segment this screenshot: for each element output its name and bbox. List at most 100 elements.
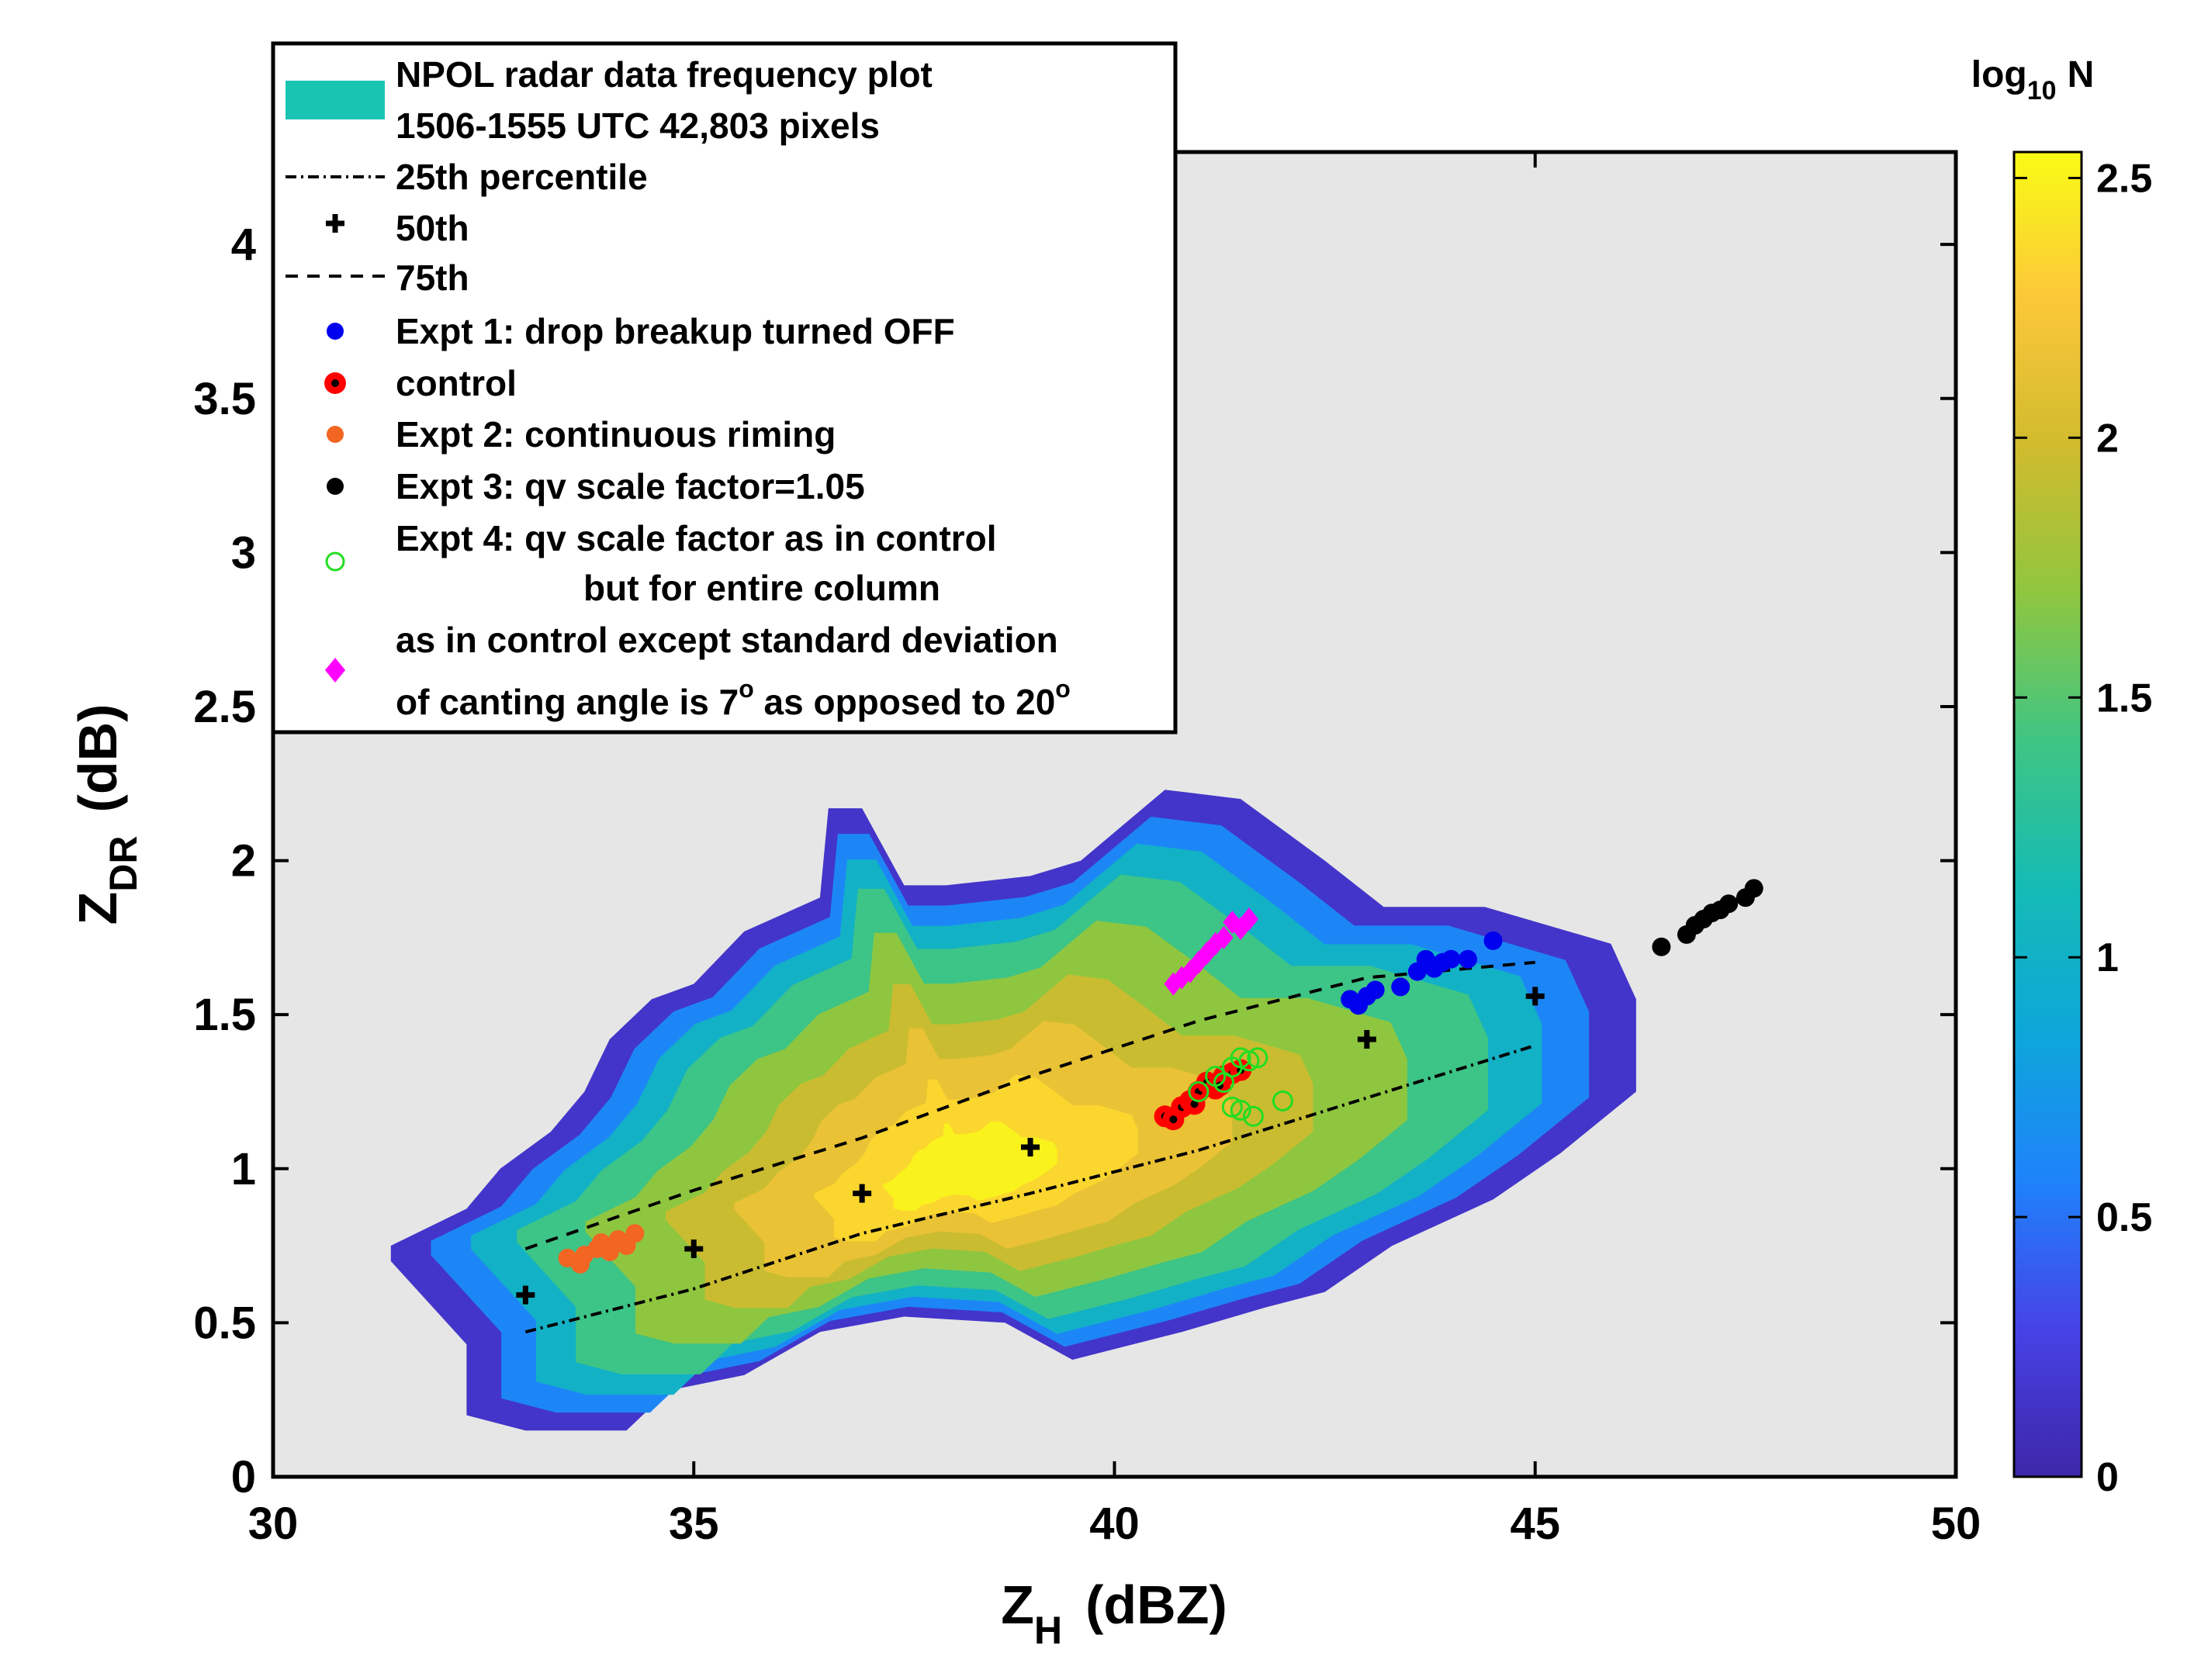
legend-box bbox=[271, 41, 1178, 735]
y-axis-label-unit: (dB) bbox=[67, 704, 128, 813]
series-6-point bbox=[1652, 937, 1671, 956]
legend-entry-75th: 75th bbox=[286, 258, 469, 298]
percentile-50th-point bbox=[516, 1285, 535, 1305]
x-axis-label-main: Z bbox=[1001, 1575, 1034, 1635]
legend-label-canting: as in control except standard deviation bbox=[396, 620, 1058, 660]
colorbar-tick-label: 2.5 bbox=[2096, 156, 2152, 201]
series-line-0 bbox=[524, 1043, 1536, 1334]
colorbar-tick-label: 0.5 bbox=[2096, 1195, 2152, 1240]
legend-label-expt1: Expt 1: drop breakup turned OFF bbox=[396, 311, 955, 351]
series-layer bbox=[516, 879, 1763, 1334]
legend-label-25th: 25th percentile bbox=[396, 157, 648, 197]
legend-label-heatmap: NPOL radar data frequency plot bbox=[396, 54, 933, 95]
legend-marker-expt1 bbox=[327, 323, 344, 340]
legend-heatmap-pixels: 42,803 pixels bbox=[659, 105, 880, 146]
canting-line2-sup1: o bbox=[739, 675, 754, 703]
canting-line2-mid: as opposed to 20 bbox=[754, 682, 1056, 722]
percentile-50th-point bbox=[853, 1184, 872, 1203]
legend-label-expt2: Expt 2: continuous riming bbox=[396, 414, 836, 455]
percentile-50th-point bbox=[1021, 1137, 1040, 1156]
legend-entry-control: control bbox=[324, 363, 517, 403]
y-tick-label: 1 bbox=[231, 1144, 256, 1194]
colorbar-tick-label: 0 bbox=[2096, 1455, 2119, 1500]
canting-line2-sup2: o bbox=[1055, 675, 1071, 703]
x-axis-label-unit: (dBZ) bbox=[1085, 1575, 1227, 1635]
legend-heatmap-time: 1506-1555 UTC bbox=[396, 105, 649, 146]
colorbar-ticks: 0 0.5 1 1.5 2 2.5 bbox=[2014, 156, 2152, 1500]
legend-swatch-heatmap bbox=[286, 81, 385, 119]
x-axis-ticks: 30 35 40 45 50 bbox=[248, 152, 1981, 1549]
y-tick-label: 0.5 bbox=[193, 1298, 256, 1348]
legend-entry-50th: 50th bbox=[326, 208, 469, 248]
y-tick-label: 2 bbox=[231, 836, 256, 887]
colorbar-title-var: N bbox=[2068, 54, 2095, 95]
control-point-dot bbox=[1190, 1100, 1199, 1108]
expt4-point bbox=[1247, 1047, 1268, 1069]
y-axis-label-main: Z bbox=[67, 892, 128, 925]
expt4-point bbox=[1272, 1090, 1293, 1111]
y-tick-label: 1.5 bbox=[193, 990, 256, 1040]
legend-marker-control-dot bbox=[331, 379, 339, 387]
canting-point bbox=[1240, 907, 1259, 932]
x-tick-label: 35 bbox=[669, 1499, 719, 1549]
legend: NPOL radar data frequency plot 1506-1555… bbox=[271, 41, 1178, 735]
colorbar-title-main: log bbox=[1971, 54, 2027, 95]
frequency-heatmap bbox=[390, 790, 1636, 1431]
legend-marker-expt3 bbox=[327, 478, 344, 495]
series-5-point bbox=[625, 1224, 645, 1243]
legend-marker-expt2 bbox=[327, 426, 344, 443]
canting-line2-pre: of canting angle is 7 bbox=[396, 682, 739, 722]
y-tick-label: 0 bbox=[231, 1452, 256, 1502]
y-tick-label: 2.5 bbox=[193, 682, 256, 732]
y-axis-ticks: 0 0.5 1 1.5 2 2.5 3 3.5 4 bbox=[193, 220, 1956, 1502]
colorbar-tick-label: 1.5 bbox=[2096, 676, 2152, 721]
legend-entry-heatmap: NPOL radar data frequency plot 1506-1555… bbox=[286, 54, 933, 146]
legend-label-50th: 50th bbox=[396, 208, 469, 248]
series-3-point bbox=[1458, 949, 1477, 969]
series-3-point bbox=[1441, 949, 1461, 969]
x-tick-label: 30 bbox=[248, 1499, 299, 1549]
x-tick-label: 45 bbox=[1510, 1499, 1560, 1549]
expt4-point bbox=[1188, 1080, 1210, 1102]
series-3-point bbox=[1391, 977, 1410, 997]
percentile-50th-point bbox=[1357, 1029, 1376, 1049]
legend-label-heatmap-line2: 1506-1555 UTC 42,803 pixels bbox=[396, 105, 880, 146]
x-axis-label: ZH (dBZ) bbox=[1001, 1575, 1227, 1652]
series-3-point bbox=[1483, 931, 1503, 950]
colorbar-title-sub: 10 bbox=[2027, 76, 2057, 105]
legend-entry-expt2: Expt 2: continuous riming bbox=[327, 414, 836, 455]
percentile-50th-point bbox=[1525, 987, 1545, 1006]
expt4-point bbox=[1230, 1099, 1251, 1121]
legend-label-canting-line2: of canting angle is 7o as opposed to 20o bbox=[396, 675, 1071, 722]
legend-entry-25th: 25th percentile bbox=[286, 157, 648, 197]
legend-marker-expt4 bbox=[325, 551, 345, 572]
legend-entry-expt3: Expt 3: qv scale factor=1.05 bbox=[327, 466, 865, 506]
legend-entry-expt4: Expt 4: qv scale factor as in control bu… bbox=[325, 518, 997, 608]
percentile-50th-point bbox=[684, 1239, 704, 1259]
series-6-point bbox=[1744, 879, 1763, 898]
legend-entry-canting: as in control except standard deviation … bbox=[325, 620, 1071, 722]
legend-marker-50th bbox=[326, 214, 344, 233]
legend-label-expt4: Expt 4: qv scale factor as in control bbox=[396, 518, 997, 558]
y-axis-label-sub: DR bbox=[102, 835, 145, 891]
series-line-2 bbox=[524, 960, 1535, 1250]
canting-point bbox=[1214, 925, 1234, 949]
y-axis-label: ZDR (dB) bbox=[67, 704, 145, 925]
colorbar-tick-label: 2 bbox=[2096, 416, 2119, 461]
legend-label-control: control bbox=[396, 363, 517, 403]
x-tick-label: 50 bbox=[1931, 1499, 1981, 1549]
y-tick-label: 3 bbox=[231, 527, 256, 578]
legend-label-75th: 75th bbox=[396, 258, 469, 298]
series-3-point bbox=[1365, 980, 1385, 1000]
colorbar-tick-label: 1 bbox=[2096, 935, 2119, 980]
x-tick-label: 40 bbox=[1089, 1499, 1140, 1549]
legend-label-expt4-line2: but for entire column bbox=[583, 568, 940, 608]
colorbar-title: log10 N bbox=[1971, 54, 2094, 105]
x-axis-label-sub: H bbox=[1034, 1609, 1062, 1652]
legend-label-expt3: Expt 3: qv scale factor=1.05 bbox=[396, 466, 865, 506]
colorbar bbox=[2012, 150, 2083, 1478]
y-tick-label: 4 bbox=[231, 220, 256, 270]
control-point-dot bbox=[1169, 1115, 1178, 1124]
series-6-point bbox=[1719, 894, 1739, 914]
